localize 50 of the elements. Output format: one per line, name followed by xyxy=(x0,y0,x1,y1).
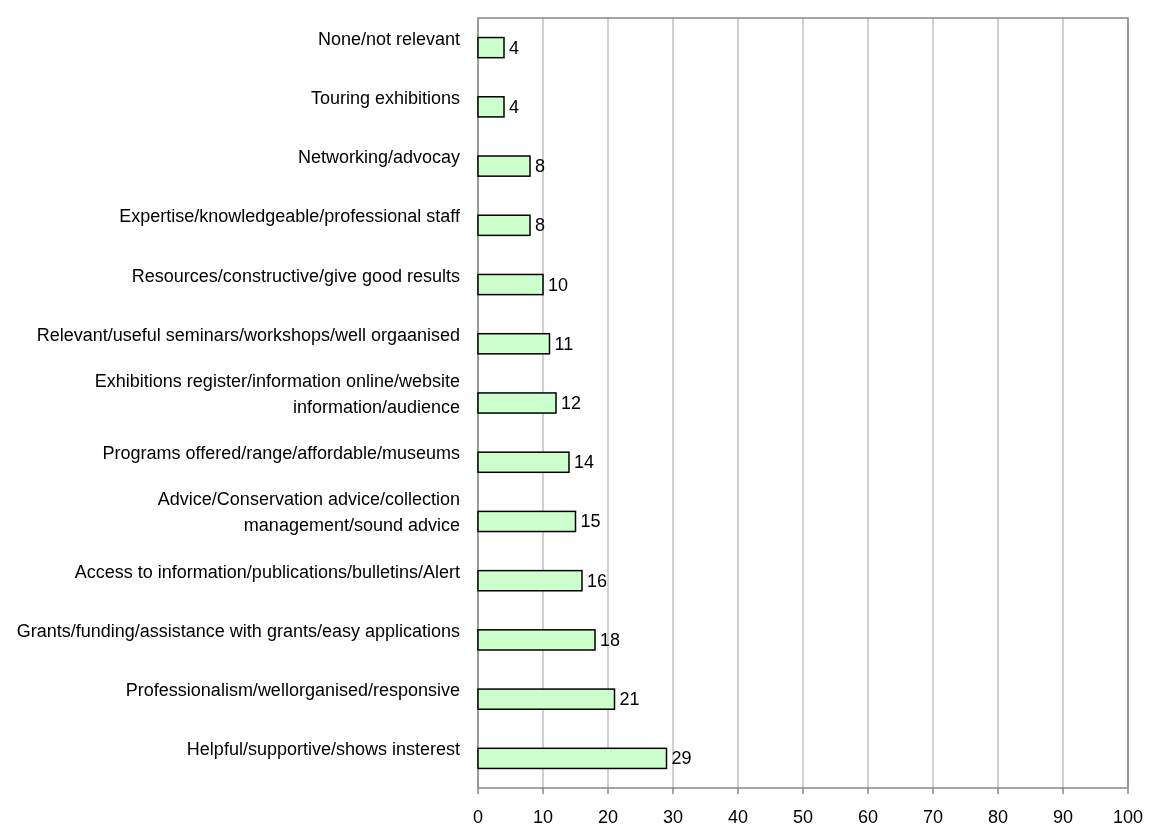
bar xyxy=(477,36,505,59)
x-tick-label: 0 xyxy=(472,807,484,827)
x-tick-label: 30 xyxy=(662,807,684,827)
data-label: 4 xyxy=(509,96,520,117)
x-tick-label: 20 xyxy=(597,807,619,827)
data-label: 14 xyxy=(574,452,595,473)
bar xyxy=(477,273,544,296)
bar xyxy=(477,214,531,237)
bar xyxy=(477,96,505,118)
data-label: 29 xyxy=(671,748,692,769)
x-tick-label: 50 xyxy=(792,807,814,827)
y-tick-label: Professionalism/wellorganised/responsive xyxy=(125,680,460,701)
y-tick-label: None/not relevant xyxy=(317,28,460,49)
bar xyxy=(477,747,668,770)
x-tick-label: 100 xyxy=(1112,807,1144,827)
data-label: 18 xyxy=(600,629,621,650)
data-label: 16 xyxy=(587,570,608,591)
data-label: 8 xyxy=(535,215,546,236)
data-label: 15 xyxy=(580,511,601,532)
y-tick-label: Touring exhibitions xyxy=(310,87,460,108)
y-tick-label: Exhibitions register/information online/website information/audience xyxy=(94,371,460,417)
y-tick-label: Helpful/supportive/shows insterest xyxy=(186,739,460,760)
bar xyxy=(477,392,557,414)
data-label: 11 xyxy=(554,333,574,354)
x-tick-label: 10 xyxy=(532,807,554,827)
bar xyxy=(477,332,551,355)
y-tick-label: Expertise/knowledgeable/professional staff xyxy=(119,206,461,227)
y-tick-label: Access to information/publications/bulletins/Alert xyxy=(74,561,460,582)
y-tick-label: Programs offered/range/affordable/museums xyxy=(102,443,460,464)
y-tick-label: Networking/advocay xyxy=(297,147,460,168)
bar xyxy=(477,569,583,592)
y-tick-label: Resources/constructive/give good results xyxy=(131,265,460,286)
x-tick-label: 70 xyxy=(922,807,944,827)
data-label: 21 xyxy=(619,689,640,710)
x-tick-label: 80 xyxy=(987,807,1009,827)
x-tick-label: 60 xyxy=(857,807,879,827)
bar xyxy=(477,155,531,177)
data-label: 12 xyxy=(561,393,582,413)
bar xyxy=(477,510,577,533)
x-tick-label: 90 xyxy=(1052,807,1074,827)
data-label: 10 xyxy=(548,274,569,295)
y-tick-label: Grants/funding/assistance with grants/easy applications xyxy=(16,620,460,641)
data-label: 4 xyxy=(509,37,520,58)
y-tick-label: Advice/Conservation advice/collection management/sound advice xyxy=(157,489,460,536)
x-tick-label: 40 xyxy=(727,807,749,827)
bar xyxy=(477,451,570,474)
data-label: 8 xyxy=(535,156,546,177)
y-tick-label: Relevant/useful seminars/workshops/well orgaanised xyxy=(36,324,460,345)
bar xyxy=(477,629,596,651)
bar xyxy=(477,688,616,710)
